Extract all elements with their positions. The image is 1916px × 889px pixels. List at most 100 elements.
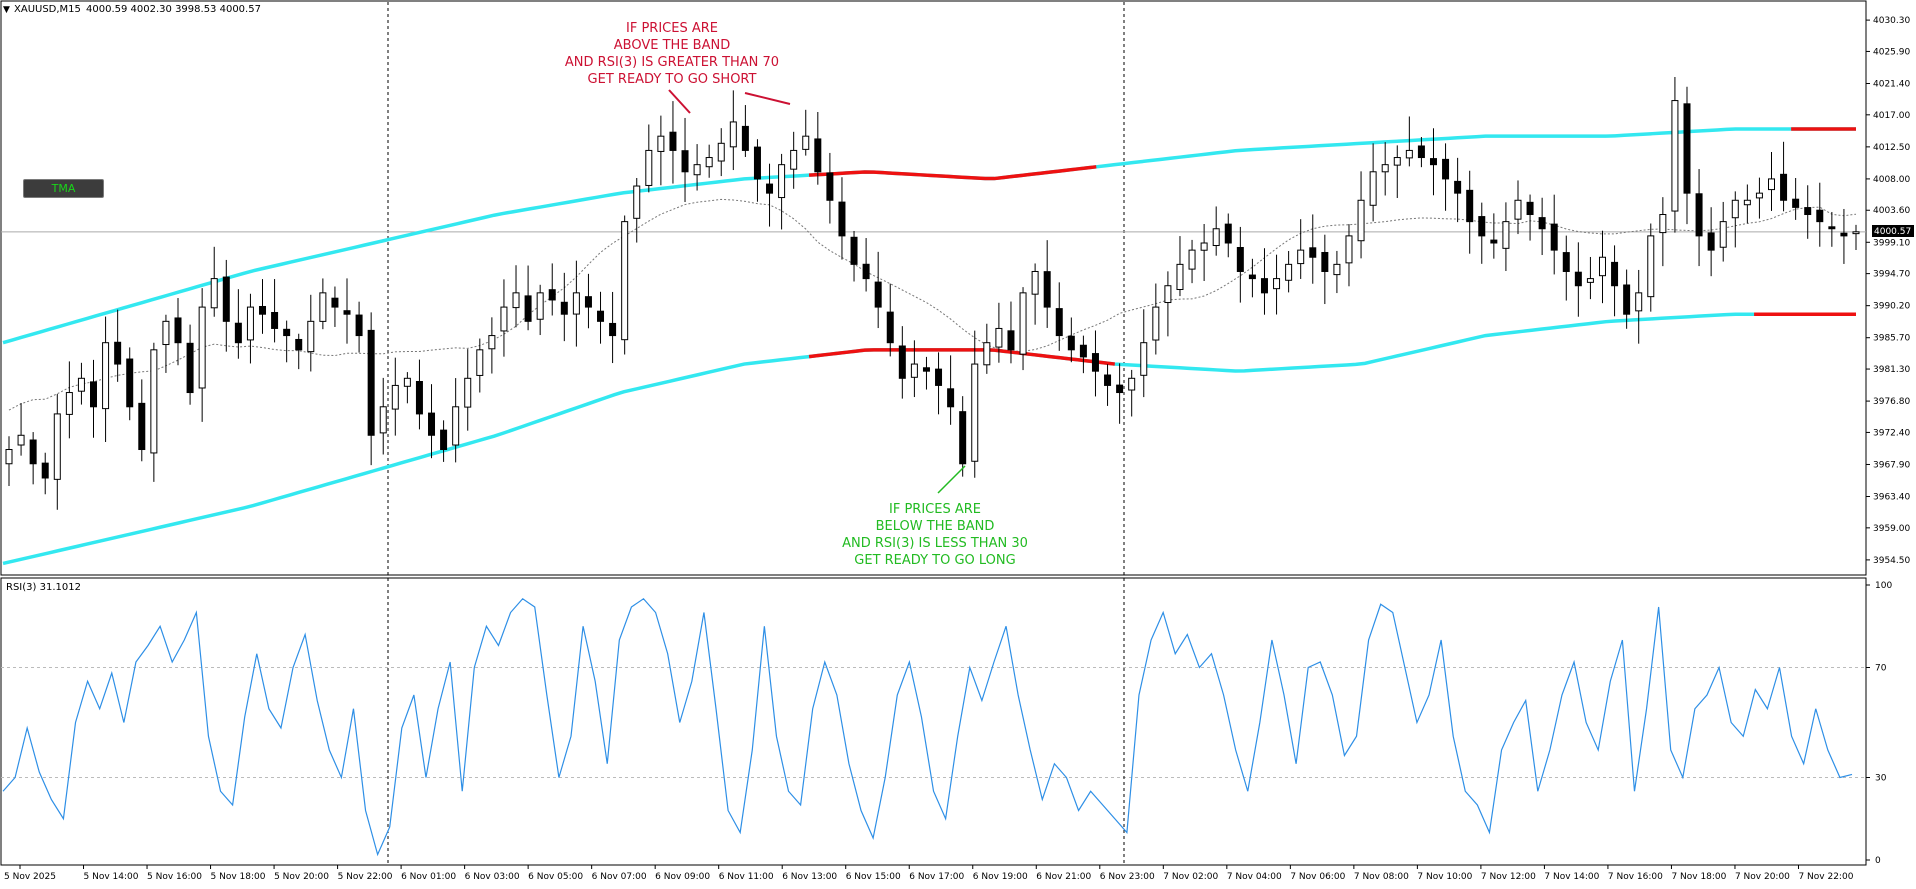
time-tick-label: 7 Nov 22:00 (1798, 872, 1853, 882)
long-annotation: IF PRICES ARE BELOW THE BAND AND RSI(3) … (842, 465, 1028, 568)
candle-body (210, 278, 218, 309)
candle-body (488, 335, 496, 350)
candle-body (1743, 199, 1751, 206)
candle-body (1128, 377, 1136, 391)
time-tick-label: 7 Nov 08:00 (1354, 872, 1409, 882)
candle-body (1079, 344, 1087, 358)
candle-body (452, 406, 460, 446)
candle-body (415, 381, 423, 415)
candle-body (1176, 263, 1184, 291)
rsi-tick-label: 30 (1875, 774, 1887, 784)
candle-body (126, 358, 134, 408)
candle-body (971, 363, 979, 462)
candle-body (1405, 149, 1413, 159)
time-tick-label: 7 Nov 20:00 (1735, 872, 1790, 882)
candle-body (1514, 199, 1522, 220)
candle-body (1152, 306, 1160, 341)
candle-body (814, 138, 822, 173)
candle-body (778, 164, 786, 199)
main-chart-pane[interactable] (0, 0, 1867, 576)
candle-body (1780, 173, 1788, 201)
candle-body (1671, 100, 1679, 212)
price-tick-label: 3963.40 (1873, 493, 1910, 503)
candle-body (1442, 158, 1450, 180)
time-tick-label: 6 Nov 23:00 (1100, 872, 1155, 882)
rsi-pane[interactable] (0, 577, 1867, 866)
candle-body (1683, 103, 1691, 194)
candle-body (1647, 235, 1655, 298)
candle-body (271, 311, 279, 329)
short-line-4: GET READY TO GO SHORT (588, 72, 757, 87)
candle-body (1550, 223, 1558, 251)
candle-body (621, 221, 629, 341)
candle-body (379, 406, 387, 434)
price-tick-label: 3967.90 (1873, 460, 1910, 470)
candle-body (609, 322, 617, 337)
candle-body (1091, 353, 1099, 372)
candle-body (355, 314, 363, 337)
long-line-1: IF PRICES ARE (889, 502, 981, 517)
candle-body (1755, 192, 1763, 199)
candle-body (53, 413, 61, 480)
time-tick-label: 5 Nov 16:00 (147, 872, 202, 882)
candle-body (1212, 228, 1220, 247)
candle-body (512, 292, 520, 309)
candle-body (90, 381, 98, 408)
rsi-line (2, 597, 1853, 857)
candle-body (1357, 199, 1365, 242)
candle-body (1031, 270, 1039, 295)
current-price-label: 4000.57 (1874, 227, 1911, 237)
short-arrow-left (668, 89, 691, 114)
candle-body (1116, 384, 1124, 394)
candle-body (633, 185, 641, 219)
candle-body (597, 310, 605, 322)
candle-body (584, 296, 592, 308)
time-tick-label: 7 Nov 02:00 (1163, 872, 1218, 882)
candle-body (898, 345, 906, 379)
rsi-label: RSI(3) 31.1012 (6, 582, 81, 593)
long-line-3: AND RSI(3) IS LESS THAN 30 (842, 536, 1028, 551)
candle-body (162, 320, 170, 346)
candle-body (1695, 193, 1703, 237)
collapse-icon[interactable]: ▼ (3, 5, 10, 15)
upper-band-alert (808, 165, 1097, 181)
candle-body (717, 142, 725, 162)
candle-body (464, 377, 472, 408)
candle-body (548, 289, 556, 301)
candle-body (403, 377, 411, 387)
tma-indicator-button[interactable]: TMA (23, 179, 104, 198)
candle-body (560, 301, 568, 315)
price-tick-label: 4008.00 (1873, 175, 1910, 185)
time-tick-label: 7 Nov 18:00 (1671, 872, 1726, 882)
axis-layer: 4030.30 4025.90 4021.40 4017.00 4012.50 4008.… (4, 16, 1910, 882)
candle-body (922, 367, 930, 372)
candle-body (1345, 235, 1353, 264)
candle-body (476, 349, 484, 376)
price-tick-label: 4021.40 (1873, 79, 1910, 89)
time-tick-label: 6 Nov 13:00 (782, 872, 837, 882)
candle-body (681, 150, 689, 173)
candle-body (1067, 335, 1075, 351)
candle-body (669, 131, 677, 151)
candle-body (1792, 198, 1800, 208)
candle-body (1429, 158, 1437, 166)
candle-body (1200, 242, 1208, 251)
time-tick-label: 5 Nov 2025 (4, 872, 56, 882)
time-tick-label: 5 Nov 18:00 (211, 872, 266, 882)
short-annotation: IF PRICES ARE ABOVE THE BAND AND RSI(3) … (565, 21, 791, 114)
rsi-tick-label: 100 (1875, 581, 1892, 591)
candle-body (741, 125, 749, 151)
short-line-2: ABOVE THE BAND (614, 38, 730, 53)
price-tick-label: 3972.40 (1873, 428, 1910, 438)
candle-body (343, 310, 351, 315)
long-arrow (937, 465, 966, 494)
rsi-tick-label: 0 (1875, 856, 1881, 866)
candle-body (1804, 207, 1812, 216)
candle-body (234, 322, 242, 344)
candle-body (1502, 221, 1510, 249)
band-layer (2, 127, 1857, 566)
time-tick-label: 6 Nov 05:00 (528, 872, 583, 882)
short-line-1: IF PRICES ARE (626, 21, 718, 36)
candle-body (41, 462, 49, 479)
